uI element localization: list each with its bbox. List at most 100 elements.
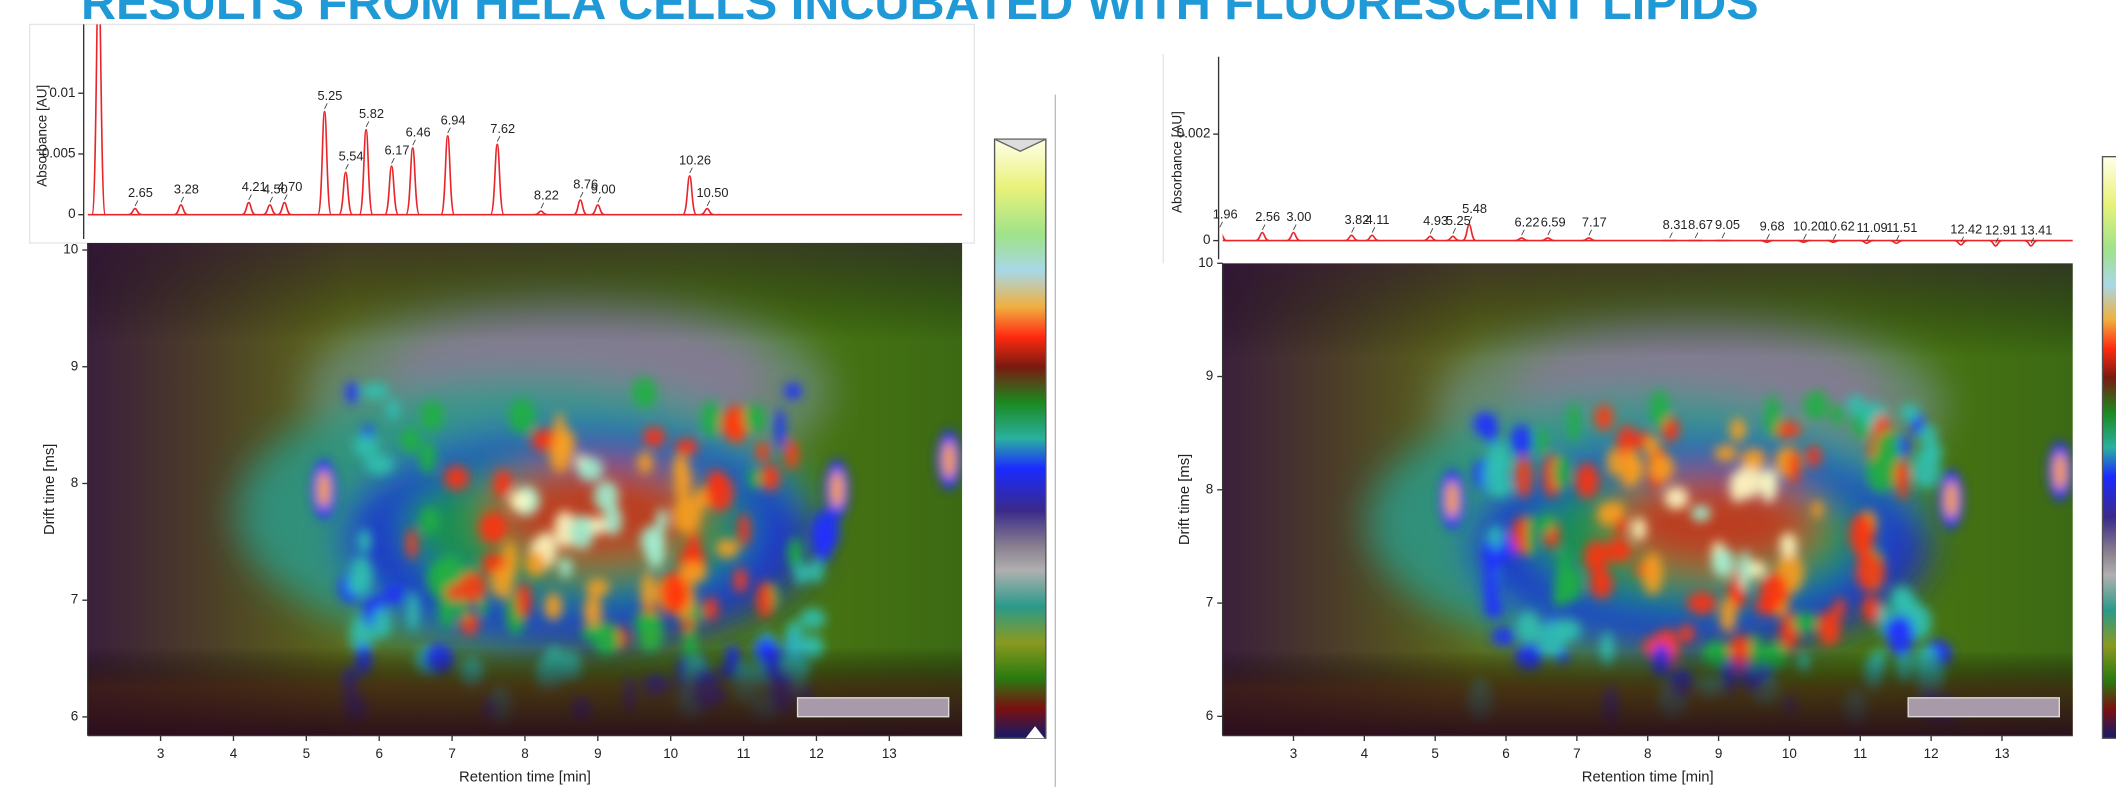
leader — [540, 202, 545, 209]
peak-label: 12.42 — [1950, 221, 1982, 236]
leader — [180, 196, 185, 203]
y-tick-label: 6 — [71, 708, 79, 723]
peak-label: 9.68 — [1760, 219, 1785, 234]
color-bar — [2101, 155, 2116, 739]
peak-label: 7.62 — [490, 121, 515, 136]
leader — [1261, 224, 1266, 231]
y-tick-label: 9 — [71, 358, 79, 373]
leader — [324, 103, 328, 109]
peak — [1582, 237, 1596, 242]
x-tick-label: 9 — [1715, 746, 1722, 761]
leader — [1371, 226, 1376, 233]
peak-label: 10.26 — [679, 152, 711, 167]
peak-label: 6.59 — [1541, 214, 1566, 229]
y-tick-label: 8 — [71, 475, 79, 490]
peak-label: 10.20 — [1793, 219, 1825, 234]
leader — [1866, 234, 1870, 241]
peak-label: 2.56 — [1255, 209, 1280, 224]
peak — [1796, 239, 1811, 243]
peak-label: 9.00 — [591, 182, 616, 197]
peak — [338, 171, 354, 216]
peak-label: 4.21 — [242, 179, 267, 194]
peak — [1344, 234, 1359, 242]
leader — [345, 163, 349, 170]
peak-label: 5.82 — [359, 106, 384, 121]
peak — [1255, 231, 1270, 242]
peak — [91, 24, 107, 216]
x-tick-label: 5 — [303, 746, 311, 761]
scroll-widget — [1907, 697, 2060, 718]
y-tick-label: 6 — [1206, 708, 1214, 723]
leader — [496, 135, 501, 142]
leader — [391, 157, 395, 164]
peak — [358, 128, 374, 216]
leader — [597, 196, 601, 203]
x-tick-label: 7 — [1573, 746, 1580, 761]
peak — [174, 204, 188, 216]
trace — [1222, 223, 2073, 247]
peak-label: 8.76 — [573, 177, 598, 192]
peak — [1446, 235, 1460, 242]
y-axis-label: Absorbance [AU] — [1170, 111, 1185, 213]
leader — [365, 121, 370, 128]
peak-label: 5.54 — [339, 149, 364, 164]
heatmap-shade — [87, 243, 963, 736]
peak-label: 6.94 — [441, 112, 466, 127]
x-tick-label: 12 — [1924, 746, 1939, 761]
peak — [1541, 237, 1555, 242]
peak-label: 13.41 — [2020, 222, 2052, 237]
y-tick-label: 0.005 — [42, 146, 76, 161]
peak — [1759, 239, 1774, 243]
leader — [1960, 236, 1964, 243]
peak-label: 8.67 — [1688, 217, 1713, 232]
x-tick-label: 4 — [230, 746, 238, 761]
y-tick-label: 0 — [68, 206, 76, 221]
peak — [573, 199, 588, 216]
peak-label: 1.96 — [1213, 206, 1238, 221]
slide-title: RESULTS FROM HELA CELLS INCUBATED WITH F… — [81, 0, 1759, 30]
x-tick-label: 12 — [809, 746, 824, 761]
x-tick-label: 11 — [1853, 746, 1867, 761]
leader — [1721, 232, 1726, 239]
peak-label: 8.22 — [534, 188, 559, 203]
peak-label: 11.09 — [1856, 220, 1887, 235]
leader — [1832, 233, 1837, 240]
leader — [706, 200, 711, 207]
x-tick-label: 9 — [594, 746, 602, 761]
leader — [1803, 233, 1807, 240]
peak — [1859, 239, 1874, 245]
x-tick-label: 5 — [1431, 746, 1439, 761]
y-tick-label: 7 — [71, 592, 79, 607]
peak-label: 5.25 — [317, 88, 342, 103]
peak — [1826, 239, 1841, 243]
leader — [1351, 226, 1355, 233]
peak — [534, 210, 548, 216]
peak-label: 6.46 — [406, 124, 431, 139]
x-tick-label: 4 — [1361, 746, 1369, 761]
peak — [2024, 239, 2038, 247]
x-tick-label: 8 — [521, 746, 529, 761]
leader — [1521, 229, 1525, 236]
peak — [1462, 223, 1477, 242]
leader — [1219, 221, 1223, 228]
peak-label: 11.51 — [1886, 220, 1917, 235]
peak — [682, 175, 698, 216]
heatmap — [1222, 263, 2073, 736]
x-tick-label: 10 — [1782, 746, 1797, 761]
peak — [128, 207, 142, 216]
peak — [590, 204, 605, 216]
peak — [1286, 231, 1301, 242]
leader — [447, 127, 451, 134]
peak — [1988, 239, 2003, 247]
leader — [1547, 229, 1551, 236]
leader — [1452, 228, 1456, 234]
peak-label: 5.48 — [1462, 201, 1487, 216]
leader — [1896, 234, 1900, 241]
peak — [262, 204, 277, 216]
peak — [277, 201, 292, 216]
leader — [689, 167, 693, 174]
peak — [489, 143, 505, 216]
x-axis-label: Retention time [min] — [459, 769, 591, 785]
leader — [412, 139, 416, 146]
